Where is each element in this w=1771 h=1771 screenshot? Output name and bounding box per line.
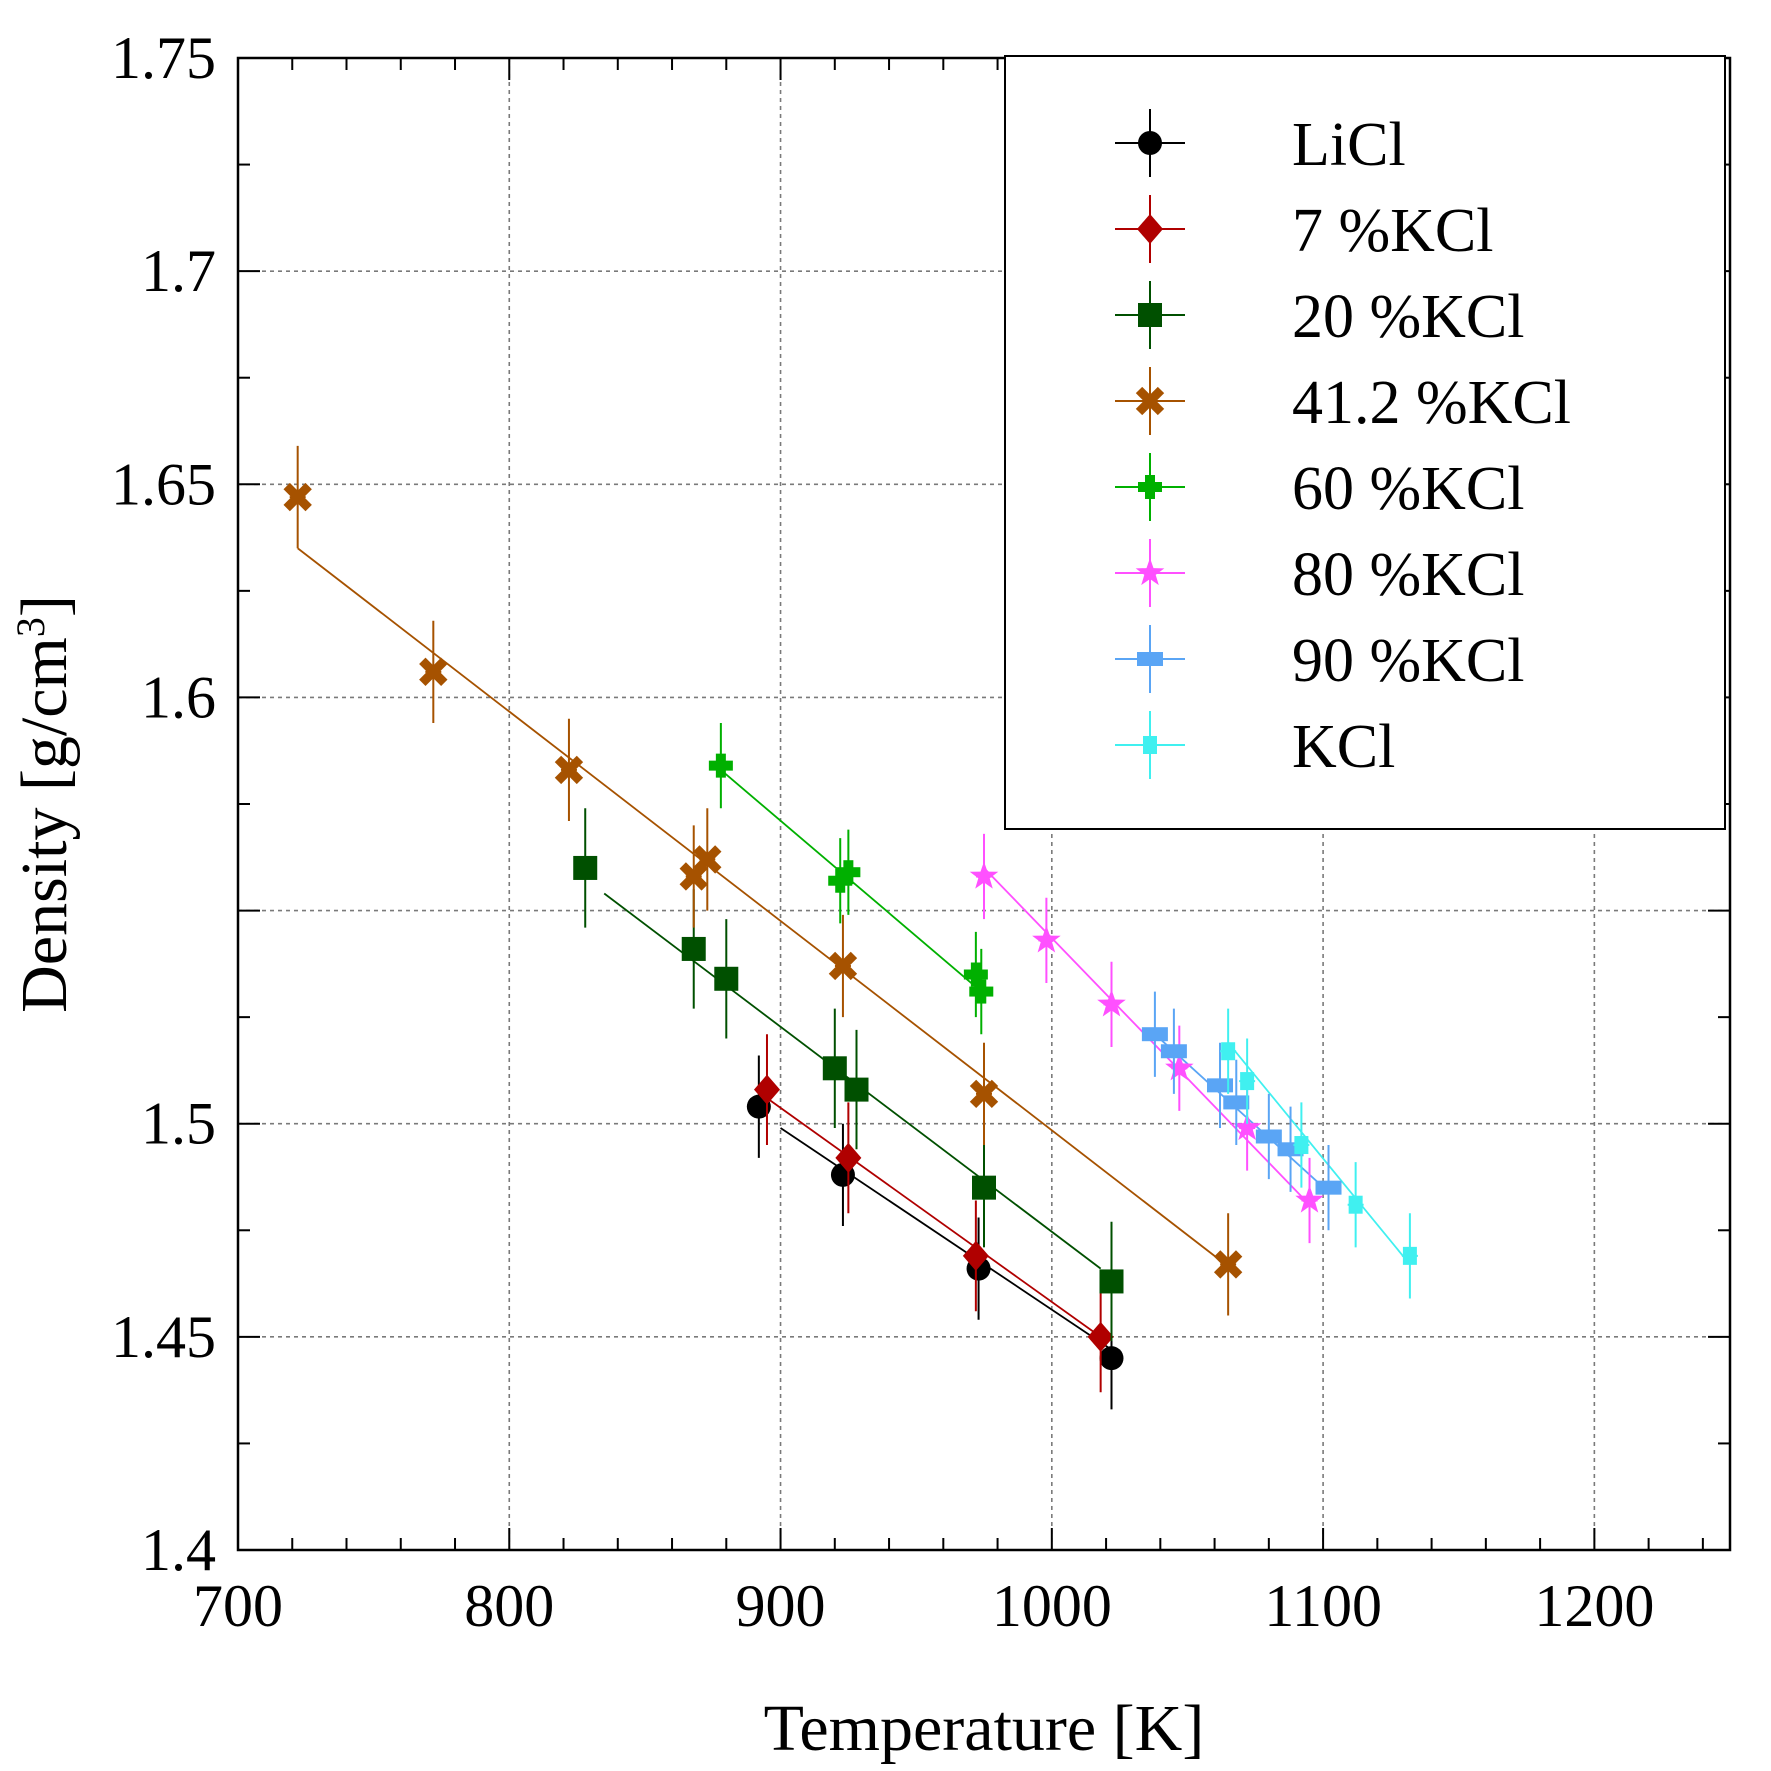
legend-marker <box>1138 303 1162 327</box>
point-60-kcl <box>836 860 861 885</box>
legend-item-80-kcl: 80 %KCl <box>1115 539 1525 609</box>
y-axis-title-superscript: 3 <box>8 617 53 637</box>
point-41-2-kcl <box>969 1079 999 1109</box>
legend-marker <box>1137 214 1163 244</box>
x-axis-title: Temperature [K] <box>764 1692 1205 1765</box>
point-80-kcl <box>1032 925 1061 953</box>
point-60-kcl <box>969 979 994 1004</box>
point-kcl <box>1402 1246 1417 1265</box>
point-20-kcl <box>822 1056 847 1081</box>
point-41-2-kcl <box>828 951 858 981</box>
point-60-kcl <box>963 962 988 987</box>
point-41-2-kcl <box>693 845 722 874</box>
point-kcl <box>1240 1072 1255 1091</box>
x-tick-label: 1100 <box>1264 1573 1382 1639</box>
point-20-kcl <box>1099 1269 1124 1294</box>
point-7-kcl <box>835 1142 862 1173</box>
data-points <box>283 445 1418 1410</box>
point-20-kcl <box>714 966 739 991</box>
x-tick-label: 1000 <box>992 1573 1112 1639</box>
legend-marker <box>1143 736 1157 754</box>
y-tick-label: 1.4 <box>141 1517 216 1583</box>
x-tick-label: 900 <box>736 1573 826 1639</box>
point-90-kcl <box>1207 1078 1234 1093</box>
legend-item-41-2-kcl: 41.2 %KCl <box>1115 367 1571 437</box>
legend-label: 20 %KCl <box>1292 283 1525 351</box>
point-41-2-kcl <box>554 755 584 785</box>
y-axis-title: Density [g/cm3] <box>8 595 81 1013</box>
legend-item-60-kcl: 60 %KCl <box>1115 453 1525 523</box>
legend-label: 7 %KCl <box>1292 197 1494 265</box>
point-7-kcl <box>1087 1321 1114 1352</box>
y-tick-label: 1.6 <box>141 664 216 730</box>
legend: LiCl 7 %KCl 20 %KCl 41.2 %KCl 60 %KCl 80 %KCl… <box>1004 55 1726 830</box>
point-80-kcl <box>969 861 999 889</box>
legend-label: KCl <box>1292 713 1395 781</box>
legend-item-licl: LiCl <box>1115 109 1406 179</box>
legend-item-90-kcl: 90 %KCl <box>1115 625 1525 695</box>
point-41-2-kcl <box>1213 1250 1243 1279</box>
point-90-kcl <box>1255 1129 1282 1144</box>
legend-marker <box>1135 558 1165 586</box>
point-20-kcl <box>681 936 706 961</box>
y-tick-label: 1.7 <box>141 238 216 304</box>
point-kcl <box>1348 1195 1363 1214</box>
point-41-2-kcl <box>283 482 312 512</box>
fit-line-kcl <box>1227 1042 1411 1265</box>
point-80-kcl <box>1097 989 1126 1017</box>
legend-item-7-kcl: 7 %KCl <box>1115 195 1494 265</box>
x-tick-label: 1200 <box>1534 1573 1654 1639</box>
legend-label: LiCl <box>1292 111 1406 179</box>
legend-item-kcl: KCl <box>1115 711 1395 781</box>
legend-label: 41.2 %KCl <box>1292 369 1571 437</box>
point-80-kcl <box>1165 1053 1194 1081</box>
tick-labels: 700 800 900 1000 1100 1200 1.4 1.45 1.5 1.6 1.65 1.… <box>111 25 1654 1639</box>
legend-marker <box>1135 386 1165 416</box>
fit-line-7-kcl <box>766 1097 1102 1338</box>
point-20-kcl <box>972 1175 996 1200</box>
point-20-kcl <box>844 1077 869 1102</box>
y-tick-label: 1.65 <box>111 451 216 517</box>
point-kcl <box>1294 1136 1309 1155</box>
point-41-2-kcl <box>419 657 448 687</box>
y-tick-label: 1.45 <box>111 1304 216 1370</box>
y-tick-label: 1.75 <box>111 25 216 91</box>
legend-marker <box>1137 652 1163 666</box>
point-80-kcl <box>1295 1185 1324 1213</box>
legend-item-20-kcl: 20 %KCl <box>1115 281 1525 351</box>
legend-label: 60 %KCl <box>1292 455 1525 523</box>
point-90-kcl <box>1223 1095 1250 1110</box>
point-90-kcl <box>1315 1180 1342 1195</box>
legend-marker <box>1138 131 1162 155</box>
fit-line-41-2-kcl <box>297 547 1221 1261</box>
point-7-kcl <box>753 1074 780 1105</box>
point-80-kcl <box>1232 1113 1262 1141</box>
y-axis-title-end: ] <box>8 595 81 617</box>
x-tick-label: 700 <box>193 1573 283 1639</box>
fit-line-licl <box>780 1127 1112 1351</box>
point-90-kcl <box>1141 1027 1168 1042</box>
legend-box <box>1004 55 1726 830</box>
y-axis-title-main: Density [g/cm <box>8 637 81 1013</box>
legend-label: 80 %KCl <box>1292 541 1525 609</box>
point-60-kcl <box>708 753 733 778</box>
legend-label: 90 %KCl <box>1292 627 1525 695</box>
point-20-kcl <box>573 855 598 880</box>
point-7-kcl <box>962 1240 989 1271</box>
x-tick-label: 800 <box>464 1573 554 1639</box>
point-kcl <box>1221 1042 1236 1061</box>
legend-marker <box>1138 475 1162 499</box>
axis-ticks <box>237 57 1730 1551</box>
point-licl <box>1099 1346 1124 1371</box>
y-tick-label: 1.5 <box>141 1091 216 1157</box>
fit-line-90-kcl <box>1154 1033 1330 1193</box>
point-90-kcl <box>1160 1044 1187 1059</box>
point-60-kcl <box>828 868 853 893</box>
